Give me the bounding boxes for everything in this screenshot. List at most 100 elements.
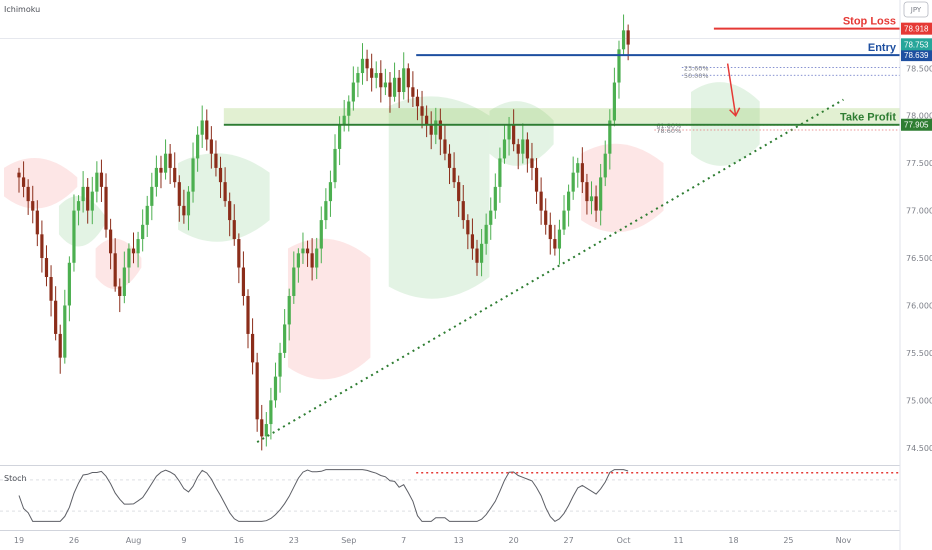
price-tag-label: 77.905 [904, 121, 929, 130]
candle-body [269, 400, 273, 425]
price-tick-label: 77.000 [906, 207, 932, 216]
candle-body [420, 106, 424, 116]
candle-body [516, 144, 520, 154]
candle-body [255, 362, 259, 420]
support-trendline [256, 98, 844, 443]
candle-body [434, 120, 438, 135]
ichimoku-clouds [4, 82, 760, 380]
time-axis[interactable]: 19 26 Aug 9 16 23 Sep 7 13 20 27 Oct 11 18 25 Nov [14, 536, 852, 545]
candle-body [411, 87, 415, 97]
current-price-label: 78.753 [904, 40, 929, 49]
candle-body [209, 139, 213, 154]
candle-body [296, 253, 300, 268]
candle-body [603, 153, 607, 178]
time-tick-label: 18 [728, 536, 738, 545]
candle-body [113, 253, 117, 287]
candle-body [443, 139, 447, 154]
candle-body [127, 248, 131, 268]
candle-body [507, 125, 511, 140]
time-tick-label: 26 [69, 536, 79, 545]
candle-body [250, 333, 255, 363]
candle-body [214, 153, 218, 168]
candle-body [264, 424, 268, 437]
candle-body [457, 182, 461, 202]
candle-body [576, 163, 580, 173]
candle-body [145, 205, 149, 225]
price-tick-label: 75.000 [906, 396, 932, 405]
candle-body [548, 224, 552, 240]
candle-body [589, 196, 594, 202]
stoch-k-line [18, 469, 629, 523]
candle-body [118, 286, 122, 296]
candle-body [154, 167, 158, 187]
time-tick-label: Aug [126, 536, 142, 545]
candle-body [429, 125, 433, 135]
candle-body [599, 177, 603, 211]
candle-body [168, 153, 172, 168]
candle-body [493, 186, 497, 211]
candle-body [122, 267, 126, 296]
price-tick-label: 74.500 [906, 444, 932, 453]
candle-body [95, 172, 99, 192]
ichimoku-cloud [58, 195, 105, 247]
candle-body [388, 82, 392, 97]
candle-body [333, 148, 337, 183]
price-axis-bg [900, 0, 932, 550]
candle-body [612, 82, 616, 121]
candle-body [159, 167, 163, 173]
price-axis[interactable]: 78.500 78.000 77.500 77.000 76.500 76.000 75.5… [899, 0, 932, 550]
currency-badge-text: JPY [910, 6, 922, 14]
fib-label: 50.00% [684, 72, 709, 80]
candle-body [310, 253, 314, 268]
candle-body [35, 210, 39, 235]
candle-body [163, 153, 168, 173]
time-tick-label: 7 [401, 536, 406, 545]
stop-loss-label: Stop Loss [843, 16, 896, 28]
candle-body [521, 139, 525, 154]
candle-body [452, 167, 456, 183]
time-tick-label: 23 [289, 536, 299, 545]
candle-body [571, 172, 575, 192]
price-tag-bg [901, 118, 932, 131]
candle-body [621, 30, 626, 50]
candle-body [347, 101, 351, 116]
time-tick-label: 20 [509, 536, 519, 545]
candle-body [283, 324, 287, 353]
candlesticks [17, 14, 630, 451]
candle-body [99, 172, 104, 187]
candle-body [319, 220, 323, 249]
ichimoku-cloud [95, 238, 142, 290]
candle-body [241, 267, 246, 296]
candle-body [328, 182, 333, 202]
candle-body [54, 300, 58, 334]
price-tick-label: 78.500 [906, 64, 932, 73]
candle-body [246, 295, 250, 334]
price-tick-label: 75.500 [906, 349, 932, 358]
candle-body [351, 82, 355, 102]
candle-body [544, 210, 548, 225]
candle-body [553, 239, 557, 249]
trade-overlays: 23.60%50.00% 61.80%78.60% Stop Loss Entry Ta… [223, 16, 900, 443]
candle-body [617, 49, 621, 83]
candle-body [470, 234, 475, 249]
currency-badge: JPY [903, 1, 929, 18]
candle-body [21, 177, 26, 187]
candle-body [200, 120, 204, 135]
candle-body [360, 58, 365, 74]
candle-body [379, 73, 383, 88]
candle-body [301, 248, 305, 254]
candle-body [370, 68, 374, 78]
candle-body [131, 248, 136, 254]
candle-body [237, 239, 241, 268]
resistance-zone [223, 108, 901, 124]
candle-body [58, 333, 62, 358]
candle-body [557, 229, 562, 249]
fib-label: 61.80% [656, 122, 681, 130]
ichimoku-cloud [388, 96, 490, 299]
candle-body [90, 191, 94, 211]
candle-body [223, 182, 227, 202]
price-tick-label: 78.000 [906, 112, 932, 121]
price-tag-label: 78.639 [904, 51, 929, 60]
time-tick-label: 25 [783, 536, 793, 545]
time-tick-label: 11 [673, 536, 683, 545]
